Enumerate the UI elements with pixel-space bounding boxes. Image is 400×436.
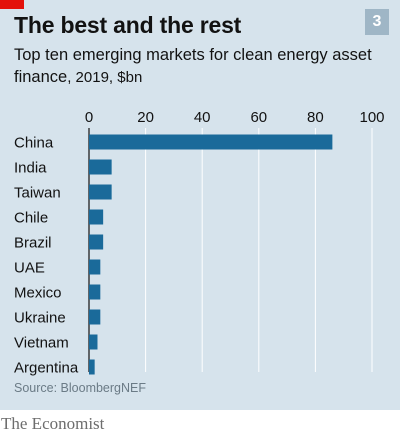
bar-india [89, 159, 112, 175]
category-label: India [14, 160, 47, 177]
bar-uae [89, 259, 101, 275]
category-label: Chile [14, 210, 48, 227]
bar-ukraine [89, 309, 101, 325]
brand-wordmark: The Economist [1, 414, 105, 433]
bar-chile [89, 209, 104, 225]
bar-taiwan [89, 184, 112, 200]
chart-number-badge: 3 [365, 9, 389, 35]
x-tick-label: 60 [250, 109, 267, 126]
category-label: Mexico [14, 285, 62, 302]
category-label: Brazil [14, 235, 52, 252]
subtitle-text: Top ten emerging markets for clean energ… [14, 46, 372, 86]
bar-mexico [89, 284, 101, 300]
category-label: Ukraine [14, 310, 66, 327]
chart-subtitle: Top ten emerging markets for clean energ… [14, 44, 386, 89]
x-tick-label: 80 [307, 109, 324, 126]
x-tick-label: 40 [194, 109, 211, 126]
category-label: Argentina [14, 360, 79, 377]
brand-accent-tag [0, 0, 24, 9]
chart-panel: The best and the rest 3 Top ten emerging… [0, 0, 400, 410]
category-label: UAE [14, 260, 45, 277]
bar-vietnam [89, 334, 98, 350]
x-tick-label: 20 [137, 109, 154, 126]
category-label: Vietnam [14, 335, 69, 352]
category-label: China [14, 135, 54, 152]
x-tick-label: 0 [85, 109, 93, 126]
source-note: Source: BloombergNEF [14, 381, 147, 395]
bar-china [89, 134, 333, 150]
bar-argentina [89, 359, 95, 375]
bar-chart: 0 20 40 60 80 100 China India Taiwan Chile Brazil… [14, 109, 385, 377]
x-tick-label: 100 [359, 109, 384, 126]
chart-title: The best and the rest [14, 12, 242, 38]
category-label: Taiwan [14, 185, 61, 202]
bar-brazil [89, 234, 104, 250]
subtitle-unit: , 2019, $bn [67, 69, 143, 86]
